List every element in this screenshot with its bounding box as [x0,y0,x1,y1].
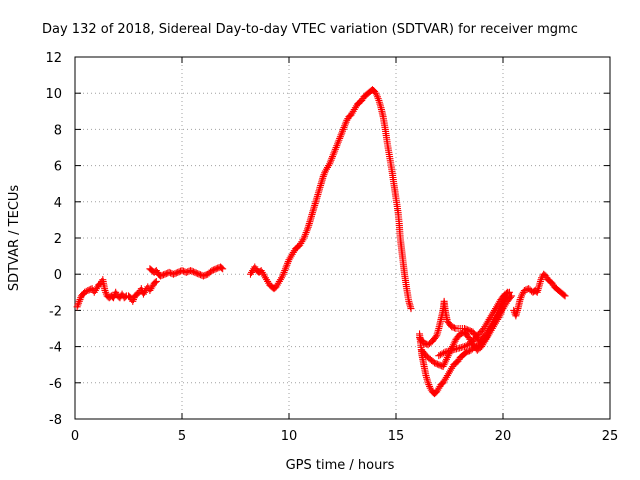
tick-labels: 0 5 10 15 20 25 -8 -6 -4 -2 0 2 4 6 8 10 12 [45,51,618,444]
grid [75,57,610,419]
x-tick-label: 5 [178,429,186,444]
x-tick-label: 0 [71,429,79,444]
x-tick-label: 25 [602,429,619,444]
series-seg3 [246,86,415,313]
y-tick-label: 6 [54,160,62,175]
y-tick-label: -8 [49,413,62,428]
data-point [450,324,458,332]
y-tick-label: -2 [49,304,62,319]
x-tick-label: 10 [281,429,298,444]
series-seg7 [435,288,513,360]
y-tick-label: -4 [49,341,62,356]
series-seg8 [510,270,569,320]
chart-title: Day 132 of 2018, Sidereal Day-to-day VTE… [42,22,578,37]
data-point [151,278,159,286]
data-point [440,349,448,357]
data-point [432,333,440,341]
data-point [560,291,568,299]
data-point [504,289,512,297]
x-tick-label: 15 [388,429,405,444]
y-tick-label: 10 [45,87,62,102]
data-point [506,293,514,301]
data-point [505,288,513,296]
y-tick-label: -6 [49,377,62,392]
y-tick-label: 8 [54,123,62,138]
y-tick-label: 2 [54,232,62,247]
x-axis-label: GPS time / hours [286,458,395,473]
y-axis-label: SDTVAR / TECUs [7,185,22,292]
data-point [561,292,569,300]
data-point [218,264,226,272]
data-point [219,265,227,273]
series-seg2 [146,263,227,280]
series-seg1 [73,276,160,311]
data-point [508,292,516,300]
data-points [73,86,569,398]
data-point [407,305,415,313]
plot-frame [74,56,611,420]
x-tick-label: 20 [495,429,512,444]
y-tick-label: 0 [54,268,62,283]
y-tick-label: 4 [54,196,62,211]
data-point [82,287,90,295]
data-point [152,277,160,285]
y-tick-label: 12 [45,51,62,66]
